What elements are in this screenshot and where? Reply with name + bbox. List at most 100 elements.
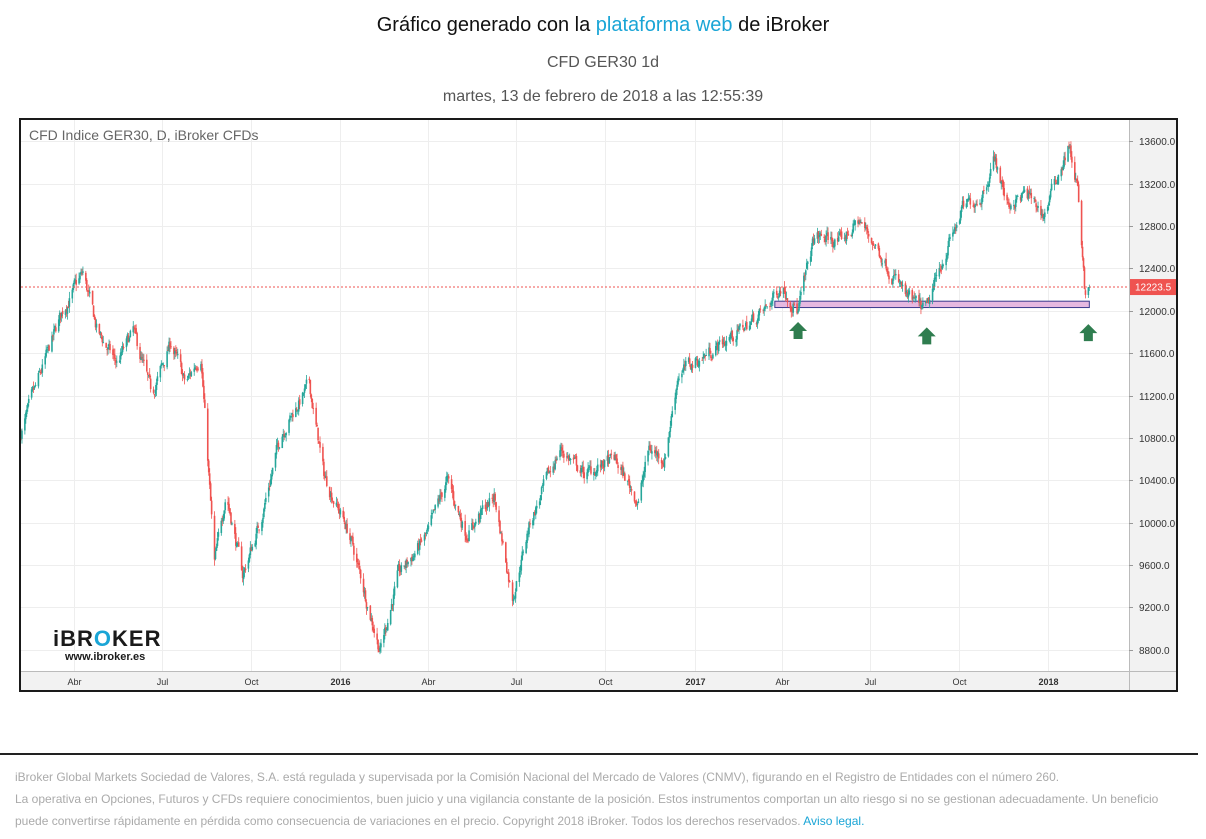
candle — [126, 332, 129, 346]
candle — [392, 588, 395, 612]
candle — [418, 538, 421, 556]
candle — [776, 293, 779, 300]
candle — [742, 319, 744, 330]
candle — [427, 521, 430, 532]
candle — [864, 222, 867, 231]
candle — [608, 456, 611, 464]
candle — [149, 375, 152, 393]
candle — [603, 459, 606, 472]
candle — [132, 321, 135, 337]
candle — [366, 606, 369, 611]
candle — [240, 541, 243, 571]
candle — [595, 465, 598, 478]
candle — [906, 289, 909, 299]
candle — [213, 511, 216, 566]
web-platform-link[interactable]: plataforma web — [595, 14, 733, 36]
candle — [804, 269, 807, 281]
x-tick-label: Jul — [511, 677, 523, 687]
candle — [26, 402, 29, 412]
candle — [730, 327, 733, 340]
current-price-label: 12223.5 — [1135, 283, 1172, 294]
candle — [859, 217, 861, 226]
candle — [309, 379, 312, 398]
candle — [955, 222, 958, 232]
candle — [708, 342, 710, 360]
candle — [249, 541, 252, 559]
candle — [728, 334, 731, 343]
title-prefix: Gráfico generado con la — [376, 14, 596, 36]
candle — [759, 305, 762, 313]
candle — [756, 318, 759, 329]
candle — [529, 518, 531, 528]
candle — [362, 573, 365, 597]
candle — [723, 336, 726, 347]
candle — [204, 393, 206, 409]
candle — [1035, 199, 1037, 213]
candle — [941, 259, 944, 270]
candle — [445, 471, 448, 486]
candle — [261, 519, 263, 536]
candle — [425, 529, 428, 537]
candle — [630, 486, 633, 496]
candle — [967, 193, 970, 202]
candle — [148, 368, 151, 379]
candle — [295, 402, 297, 418]
candle — [588, 465, 590, 472]
candle — [853, 218, 855, 226]
candle — [714, 340, 717, 357]
candle — [342, 507, 345, 519]
candle — [141, 352, 143, 363]
candle — [561, 443, 563, 457]
support-zone — [774, 300, 1090, 309]
candle — [174, 347, 176, 360]
candle — [397, 560, 400, 571]
candle — [656, 451, 659, 463]
candle — [27, 394, 30, 407]
candle — [216, 531, 219, 548]
candle — [826, 226, 828, 237]
candle — [291, 412, 293, 422]
candle — [796, 298, 798, 315]
logo-url: www.ibroker.es — [65, 651, 146, 663]
candle — [996, 166, 999, 174]
candle — [784, 286, 787, 302]
candle — [786, 297, 789, 308]
candle — [1074, 172, 1077, 183]
candle — [243, 567, 246, 578]
candle — [940, 265, 943, 275]
candle — [58, 310, 61, 326]
candle — [569, 457, 572, 465]
candle — [1014, 204, 1016, 214]
candle — [748, 321, 751, 331]
candle — [609, 453, 612, 458]
candle — [563, 450, 565, 463]
y-tick-label: 9600.0 — [1139, 561, 1170, 572]
candle — [32, 381, 35, 393]
candle — [1015, 195, 1018, 203]
candle — [610, 449, 613, 460]
candle — [152, 386, 155, 395]
candle — [100, 331, 103, 340]
candle — [661, 460, 664, 469]
candle — [744, 326, 746, 332]
candle — [346, 518, 348, 534]
candle — [87, 284, 90, 297]
candle — [758, 308, 761, 321]
candle — [451, 484, 454, 499]
candle — [24, 414, 26, 435]
candle — [471, 518, 473, 530]
candle — [67, 300, 70, 309]
candle — [281, 434, 284, 449]
candle — [445, 476, 447, 493]
candle — [129, 329, 132, 338]
candle — [328, 486, 331, 501]
candle — [223, 510, 226, 521]
candle — [790, 305, 793, 318]
candle — [935, 268, 938, 282]
candle — [624, 471, 626, 481]
aviso-legal-link[interactable]: Aviso legal. — [803, 814, 865, 828]
candle — [641, 474, 644, 487]
candle — [664, 453, 667, 460]
candle — [464, 514, 466, 543]
candle — [365, 599, 368, 615]
